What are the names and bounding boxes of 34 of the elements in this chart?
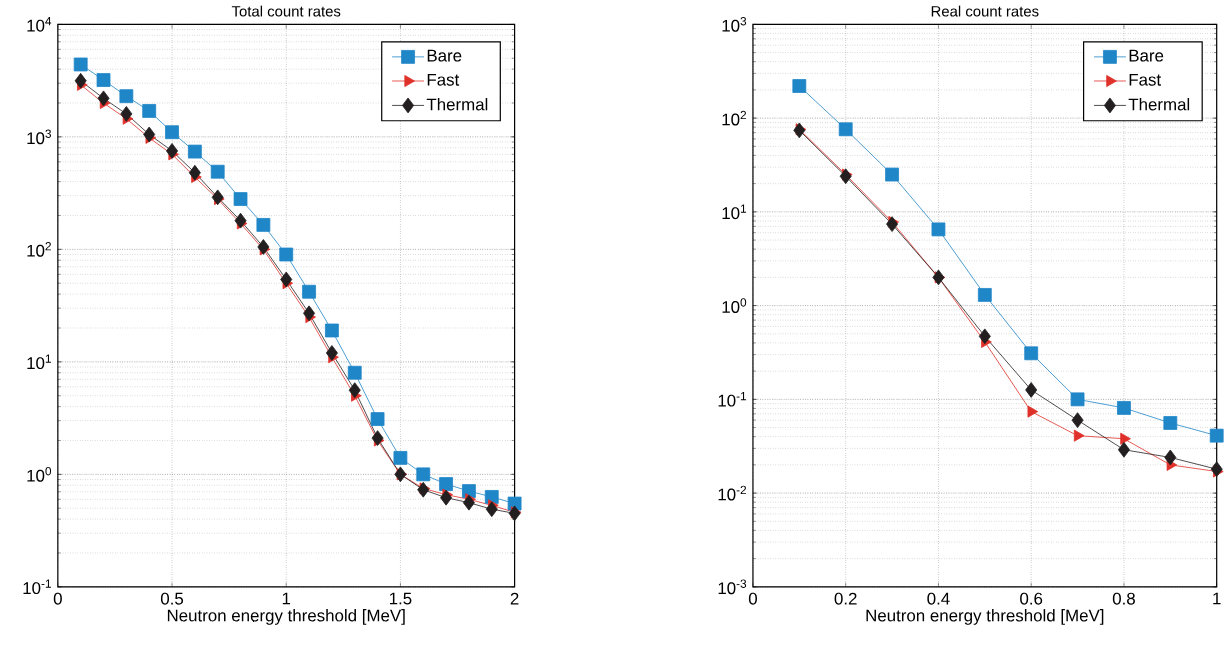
y-tick-label: 10$^{1}$: [722, 204, 747, 220]
chart-title: Real count rates: [931, 5, 1039, 17]
y-tick-label: 10$^{1}$: [27, 354, 51, 370]
legend-label: Thermal: [1128, 98, 1190, 111]
y-tick-label: 10$^{-1}$: [23, 579, 51, 595]
y-tick-label: 10$^{2}$: [722, 110, 747, 126]
legend-label: Fast: [427, 74, 460, 86]
x-tick-label: 0: [748, 592, 757, 605]
x-tick-label: 1: [1213, 592, 1221, 605]
x-tick-label: 0.6: [1020, 592, 1043, 605]
y-tick-label: 10$^{2}$: [27, 242, 51, 257]
x-tick-label: 0: [53, 592, 62, 605]
legend-label: Thermal: [426, 98, 488, 111]
x-tick-label: 1: [282, 592, 291, 605]
legend-label: Bare: [427, 49, 462, 62]
y-tick-label: 10$^{0}$: [27, 467, 52, 482]
y-tick-label: 10$^{-1}$: [718, 392, 747, 407]
x-tick-label: 0.4: [927, 592, 950, 605]
x-tick-label: 2: [510, 592, 519, 605]
chart-title: Total count rates: [231, 5, 341, 17]
y-tick-label: 10$^{3}$: [27, 129, 51, 145]
x-tick-label: 0.5: [160, 592, 184, 605]
y-tick-label: 10$^{4}$: [27, 17, 52, 32]
x-axis-title: Neutron energy threshold [MeV]: [866, 609, 1104, 626]
legend-label: Bare: [1129, 49, 1164, 62]
x-tick-label: 1.5: [389, 592, 412, 605]
y-tick-label: 10$^{0}$: [722, 298, 747, 314]
y-tick-label: 10$^{-2}$: [718, 485, 747, 501]
y-tick-label: 10$^{3}$: [722, 17, 747, 32]
legend-label: Fast: [1129, 74, 1161, 86]
x-axis-title: Neutron energy threshold [MeV]: [167, 609, 405, 626]
x-tick-label: 0.2: [834, 592, 857, 605]
y-tick-label: 10$^{-3}$: [718, 579, 747, 595]
x-tick-label: 0.8: [1112, 592, 1135, 605]
